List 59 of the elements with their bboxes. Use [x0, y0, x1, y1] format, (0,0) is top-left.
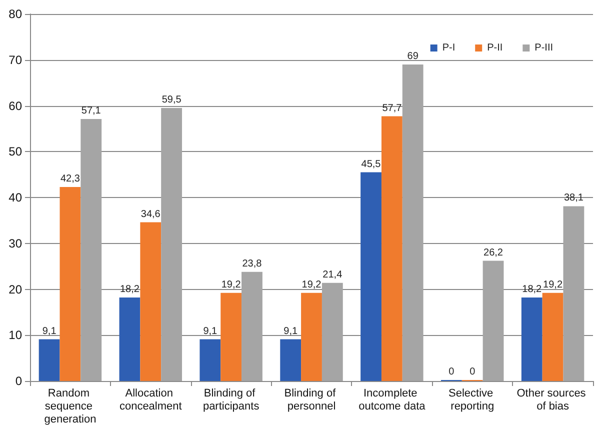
bar: [161, 108, 182, 381]
bar: [402, 64, 424, 381]
data-label: 19,2: [543, 279, 563, 290]
legend-label: P-I: [442, 42, 456, 54]
legend-label: P-II: [487, 42, 503, 54]
bar: [140, 222, 162, 381]
x-tick-label: Allocation concealment: [119, 388, 182, 412]
data-label: 26,2: [484, 247, 504, 258]
data-label: 23,8: [242, 258, 262, 270]
y-tick-label: 60: [8, 98, 22, 113]
y-tick-label: 80: [8, 7, 22, 21]
bar: [322, 282, 343, 381]
data-label: 9,1: [284, 326, 298, 337]
x-tick-label: Random sequence generation: [44, 388, 96, 426]
data-label: 9,1: [42, 326, 57, 337]
data-label: 57,7: [382, 102, 402, 114]
x-tick-label: Blinding of personnel: [284, 388, 339, 412]
data-label: 18,2: [120, 284, 140, 296]
y-tick-label: 0: [15, 374, 22, 388]
bar: [60, 186, 81, 381]
bar: [360, 172, 382, 381]
bar: [280, 339, 302, 381]
data-label: 69: [407, 50, 419, 62]
data-label: 18,2: [522, 284, 542, 296]
x-tick-label: Blinding of participants: [202, 388, 260, 412]
data-label: 59,5: [162, 94, 182, 106]
x-tick-label: Selective reporting: [448, 388, 496, 412]
data-label: 19,2: [302, 279, 322, 290]
data-label: 45,5: [361, 158, 382, 170]
bar: [220, 292, 242, 381]
data-label: 9,1: [203, 326, 218, 337]
data-label: 0: [448, 366, 455, 378]
legend-label: P-III: [534, 42, 554, 54]
bar: [563, 206, 584, 381]
bar: [482, 260, 504, 381]
bar: [200, 339, 221, 381]
bar: [119, 298, 140, 381]
data-label: 19,2: [221, 279, 242, 290]
y-tick-label: 20: [8, 282, 22, 296]
y-tick-label: 30: [8, 236, 22, 250]
data-label: 38,1: [564, 192, 584, 204]
bar: [38, 339, 60, 381]
y-tick-label: 50: [8, 144, 22, 159]
bar: [521, 298, 542, 381]
bar: [301, 292, 322, 381]
data-label: 0: [470, 366, 476, 378]
y-tick-label: 40: [8, 190, 22, 204]
x-tick-label: Other sources of bias: [516, 388, 589, 412]
data-label: 21,4: [322, 269, 343, 280]
bar: [80, 119, 102, 381]
data-label: 42,3: [60, 173, 80, 184]
bar: [242, 272, 262, 381]
data-label: 34,6: [140, 208, 161, 220]
y-tick-label: 70: [8, 52, 22, 67]
data-label: 57,1: [81, 106, 102, 117]
y-tick-label: 10: [8, 328, 22, 342]
bar: [542, 292, 564, 381]
x-tick-label: Incomplete outcome data: [358, 388, 426, 412]
bar: [381, 116, 402, 381]
